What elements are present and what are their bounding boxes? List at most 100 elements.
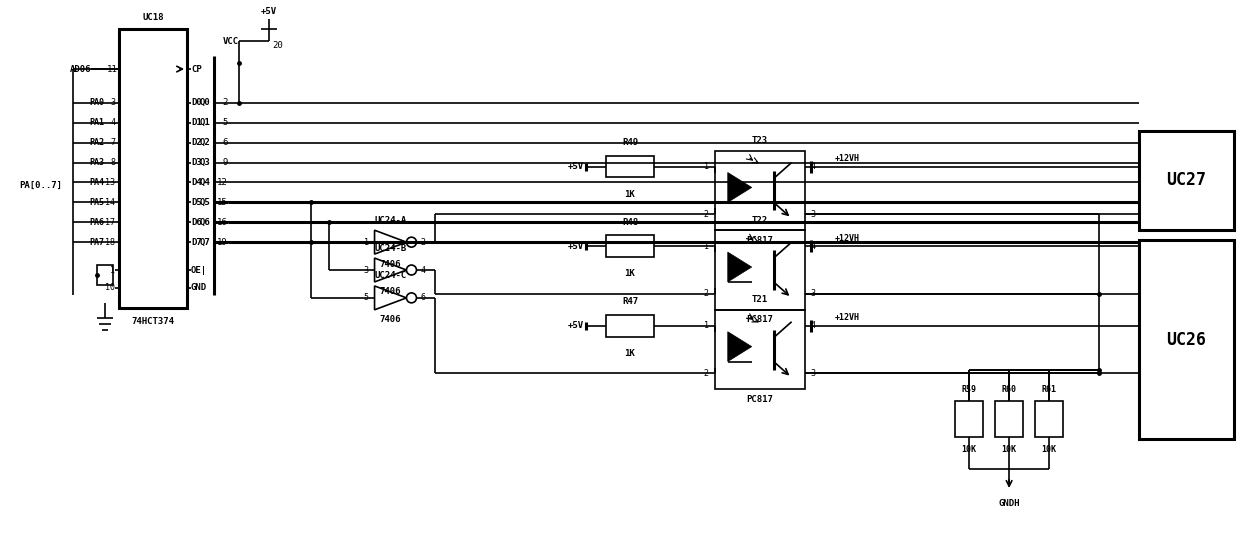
Text: 74HCT374: 74HCT374 <box>131 317 175 326</box>
Text: 2: 2 <box>704 289 709 299</box>
Text: UC24-B: UC24-B <box>374 244 407 253</box>
Text: 12: 12 <box>217 178 228 187</box>
Bar <box>996 401 1023 437</box>
Text: 7406: 7406 <box>379 287 402 296</box>
Text: Q4: Q4 <box>200 178 210 187</box>
Text: 11: 11 <box>107 64 117 74</box>
Text: PC817: PC817 <box>746 395 773 404</box>
Polygon shape <box>728 173 751 202</box>
Bar <box>606 235 653 257</box>
Text: 10K: 10K <box>1002 445 1017 453</box>
Text: 10: 10 <box>105 283 115 293</box>
Text: Q6: Q6 <box>200 218 210 227</box>
Text: Q0: Q0 <box>200 98 210 107</box>
Text: 14: 14 <box>105 198 115 207</box>
Text: 6: 6 <box>222 138 228 147</box>
Bar <box>606 156 653 178</box>
Text: 5: 5 <box>363 293 368 302</box>
Text: +12VH: +12VH <box>835 234 859 243</box>
Text: R61: R61 <box>1042 385 1056 394</box>
Text: 4: 4 <box>811 321 816 330</box>
Text: 1K: 1K <box>625 349 635 358</box>
Bar <box>1138 131 1234 230</box>
Text: D2: D2 <box>191 138 202 147</box>
Text: PC817: PC817 <box>746 315 773 324</box>
Text: AD06: AD06 <box>69 64 92 74</box>
Text: 3: 3 <box>110 98 115 107</box>
Text: 1K: 1K <box>625 190 635 199</box>
Text: PA6: PA6 <box>89 218 104 227</box>
Text: 7: 7 <box>110 138 115 147</box>
Text: R59: R59 <box>962 385 977 394</box>
Text: UC18: UC18 <box>143 13 164 22</box>
Text: CP: CP <box>191 64 202 74</box>
Text: T22: T22 <box>751 216 768 225</box>
Text: T23: T23 <box>751 136 768 145</box>
Text: 1: 1 <box>363 238 368 247</box>
Text: +5V: +5V <box>568 162 584 171</box>
Text: R49: R49 <box>622 138 639 147</box>
Text: +5V: +5V <box>260 7 277 16</box>
Text: Q3: Q3 <box>200 158 210 167</box>
Text: OE|: OE| <box>191 265 207 275</box>
Text: 15: 15 <box>217 198 228 207</box>
Text: 18: 18 <box>105 238 115 247</box>
Text: D6: D6 <box>191 218 202 227</box>
Text: 9: 9 <box>222 158 228 167</box>
Text: 4: 4 <box>811 241 816 251</box>
Text: 1: 1 <box>704 321 709 330</box>
Text: 13: 13 <box>105 178 115 187</box>
Text: 10K: 10K <box>1042 445 1056 453</box>
Text: 7406: 7406 <box>379 315 402 324</box>
Text: D5: D5 <box>191 198 202 207</box>
Text: 17: 17 <box>105 218 115 227</box>
Text: Q2: Q2 <box>200 138 210 147</box>
Bar <box>714 310 805 389</box>
Text: 1: 1 <box>704 162 709 171</box>
Text: 6: 6 <box>420 293 425 302</box>
Text: PA4: PA4 <box>89 178 104 187</box>
Text: 3: 3 <box>363 265 368 275</box>
Text: D0: D0 <box>191 98 202 107</box>
Text: 1K: 1K <box>625 269 635 278</box>
Text: D4: D4 <box>191 178 202 187</box>
Text: 7406: 7406 <box>379 259 402 269</box>
Bar <box>714 230 805 310</box>
Text: 10K: 10K <box>962 445 977 453</box>
Text: PA1: PA1 <box>89 118 104 128</box>
Text: GND: GND <box>191 283 207 293</box>
Polygon shape <box>728 252 751 282</box>
Bar <box>1035 401 1063 437</box>
Bar <box>119 29 187 308</box>
Text: D3: D3 <box>191 158 202 167</box>
Text: 4: 4 <box>420 265 425 275</box>
Text: 16: 16 <box>217 218 228 227</box>
Text: +5V: +5V <box>568 321 584 330</box>
Bar <box>955 401 983 437</box>
Text: R48: R48 <box>622 218 639 227</box>
Text: UC26: UC26 <box>1166 331 1205 349</box>
Text: 5: 5 <box>222 118 228 128</box>
Bar <box>97 265 113 285</box>
Text: Q5: Q5 <box>200 198 210 207</box>
Text: PA3: PA3 <box>89 158 104 167</box>
Text: +12VH: +12VH <box>835 154 859 163</box>
Text: UC27: UC27 <box>1166 172 1205 190</box>
Text: PA7: PA7 <box>89 238 104 247</box>
Text: 8: 8 <box>110 158 115 167</box>
Text: 3: 3 <box>811 289 816 299</box>
Text: Q1: Q1 <box>200 118 210 128</box>
Text: 2: 2 <box>704 210 709 219</box>
Text: 20: 20 <box>273 41 284 50</box>
Text: Q7: Q7 <box>200 238 210 247</box>
Text: PA5: PA5 <box>89 198 104 207</box>
Text: R47: R47 <box>622 298 639 306</box>
Bar <box>714 150 805 230</box>
Text: PA[0..7]: PA[0..7] <box>20 181 62 190</box>
Text: T21: T21 <box>751 295 768 304</box>
Text: +12VH: +12VH <box>835 313 859 322</box>
Text: VCC: VCC <box>223 37 239 46</box>
Text: D7: D7 <box>191 238 202 247</box>
Text: +5V: +5V <box>568 241 584 251</box>
Bar <box>606 315 653 337</box>
